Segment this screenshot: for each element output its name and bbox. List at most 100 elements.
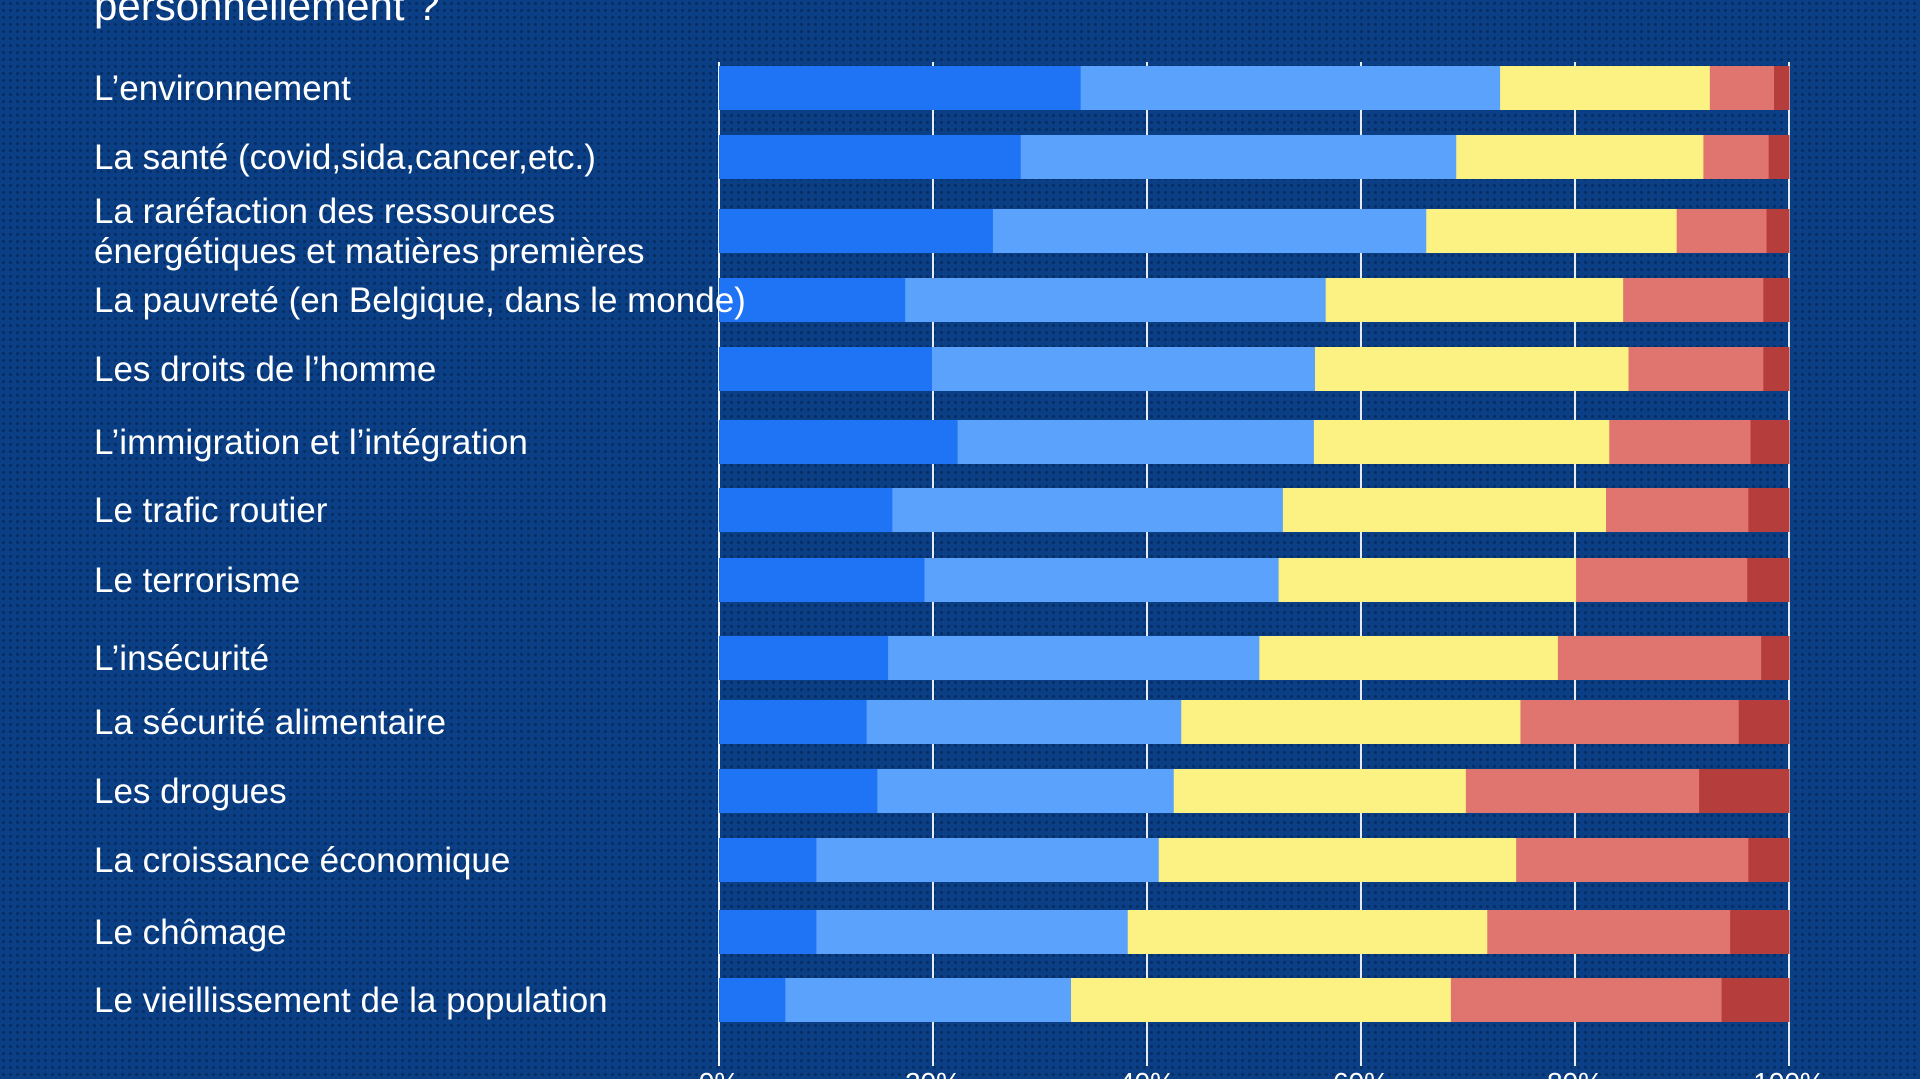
x-tick-label: 80%: [1547, 1067, 1603, 1079]
category-label: Le terrorisme: [94, 561, 300, 600]
bar-segment-2: [957, 420, 1315, 464]
bar-segment-2: [866, 700, 1182, 744]
bar-segment-3: [1314, 347, 1629, 391]
category-label: L’immigration et l’intégration: [94, 423, 528, 462]
bar-segment-5: [1750, 420, 1790, 464]
bar-segment-4: [1709, 66, 1775, 110]
bar-segment-4: [1609, 420, 1751, 464]
bar-segment-4: [1676, 209, 1768, 253]
bar-row: [719, 769, 1790, 813]
bar-row: [719, 488, 1790, 532]
bar-segment-4: [1703, 135, 1770, 179]
x-tick-label: 0%: [699, 1067, 739, 1079]
bar-segment-3: [1313, 420, 1610, 464]
bar-segment-5: [1761, 636, 1790, 680]
category-label: Les drogues: [94, 772, 287, 811]
bar-segment-5: [1766, 209, 1790, 253]
bar-row: [719, 910, 1790, 954]
category-label: Les droits de l’homme: [94, 350, 436, 389]
bar-segment-3: [1456, 135, 1704, 179]
bar-segment-4: [1557, 636, 1762, 680]
bar-segment-4: [1576, 558, 1748, 602]
bar-segment-5: [1748, 488, 1790, 532]
bar-segment-2: [992, 209, 1427, 253]
bar-segment-3: [1173, 769, 1467, 813]
bar-segment-2: [877, 769, 1175, 813]
bar-segment-1: [719, 910, 817, 954]
category-label: La santé (covid,sida,cancer,etc.): [94, 138, 596, 177]
bar-segment-5: [1763, 347, 1790, 391]
bar-segment-4: [1606, 488, 1749, 532]
x-axis-ticks: 0% 20% 40% 60% 80% 100%: [699, 1067, 1825, 1079]
category-label-line: L’environnement: [94, 69, 351, 108]
bar-segment-2: [816, 910, 1129, 954]
bar-segment-1: [719, 278, 906, 322]
category-label: L’insécurité: [94, 639, 269, 678]
bar-segment-5: [1721, 978, 1790, 1022]
bar-segment-2: [1020, 135, 1457, 179]
bar-segment-1: [719, 700, 868, 744]
bar-segment-5: [1774, 66, 1790, 110]
bar-segment-2: [1080, 66, 1501, 110]
category-label-line: Le trafic routier: [94, 491, 328, 530]
bar-segment-2: [816, 838, 1160, 882]
bar-segment-5: [1747, 558, 1790, 602]
x-tick-label: 20%: [905, 1067, 961, 1079]
bar-segment-3: [1282, 488, 1607, 532]
bar-segment-5: [1699, 769, 1790, 813]
bar-segment-2: [931, 347, 1316, 391]
category-label-line: L’immigration et l’intégration: [94, 423, 528, 462]
bar-segment-4: [1487, 910, 1731, 954]
bar-segment-5: [1738, 700, 1790, 744]
bar-segment-4: [1520, 700, 1740, 744]
bar-segment-3: [1127, 910, 1488, 954]
bar-segment-3: [1181, 700, 1521, 744]
bar-segment-1: [719, 636, 889, 680]
x-tick-label: 40%: [1119, 1067, 1175, 1079]
bar-segment-2: [905, 278, 1327, 322]
category-label-line: Les drogues: [94, 772, 287, 811]
bar-segment-1: [719, 209, 994, 253]
bar-segment-4: [1628, 347, 1764, 391]
category-label-line: Les droits de l’homme: [94, 350, 436, 389]
bar-segment-2: [785, 978, 1072, 1022]
category-label-line: La raréfaction des ressources: [94, 192, 555, 231]
bar-segment-3: [1500, 66, 1711, 110]
bar-row: [719, 558, 1790, 602]
category-labels: L’environnement La santé (covid,sida,canc…: [94, 69, 746, 1020]
bar-row: [719, 135, 1790, 179]
bar-segment-1: [719, 838, 817, 882]
category-label: L’environnement: [94, 69, 351, 108]
x-tick-label: 60%: [1333, 1067, 1389, 1079]
category-label-line: Le chômage: [94, 913, 287, 952]
bar-segment-4: [1516, 838, 1749, 882]
bar-row: [719, 66, 1790, 110]
bar-row: [719, 636, 1790, 680]
bars: [719, 66, 1790, 1022]
bar-row: [719, 209, 1790, 253]
category-label-line: Le vieillissement de la population: [94, 981, 608, 1020]
bar-segment-1: [719, 66, 1082, 110]
bar-segment-3: [1259, 636, 1559, 680]
bar-row: [719, 347, 1790, 391]
bar-segment-2: [924, 558, 1280, 602]
category-label-line: La santé (covid,sida,cancer,etc.): [94, 138, 596, 177]
category-label-line: La pauvreté (en Belgique, dans le monde): [94, 281, 746, 320]
bar-segment-5: [1748, 838, 1790, 882]
bar-segment-1: [719, 558, 925, 602]
category-label-line: L’insécurité: [94, 639, 269, 678]
category-label: Le chômage: [94, 913, 287, 952]
category-label: Le vieillissement de la population: [94, 981, 608, 1020]
bar-segment-4: [1623, 278, 1764, 322]
bar-segment-5: [1730, 910, 1790, 954]
category-label: La croissance économique: [94, 841, 510, 880]
category-label-line: Le terrorisme: [94, 561, 300, 600]
bar-segment-1: [719, 420, 959, 464]
category-label: La raréfaction des ressources énergétique…: [94, 192, 645, 271]
bar-row: [719, 978, 1790, 1022]
category-label-line: La croissance économique: [94, 841, 510, 880]
x-tick-label: 100%: [1753, 1067, 1825, 1079]
bar-segment-4: [1465, 769, 1700, 813]
category-label: Le trafic routier: [94, 491, 328, 530]
